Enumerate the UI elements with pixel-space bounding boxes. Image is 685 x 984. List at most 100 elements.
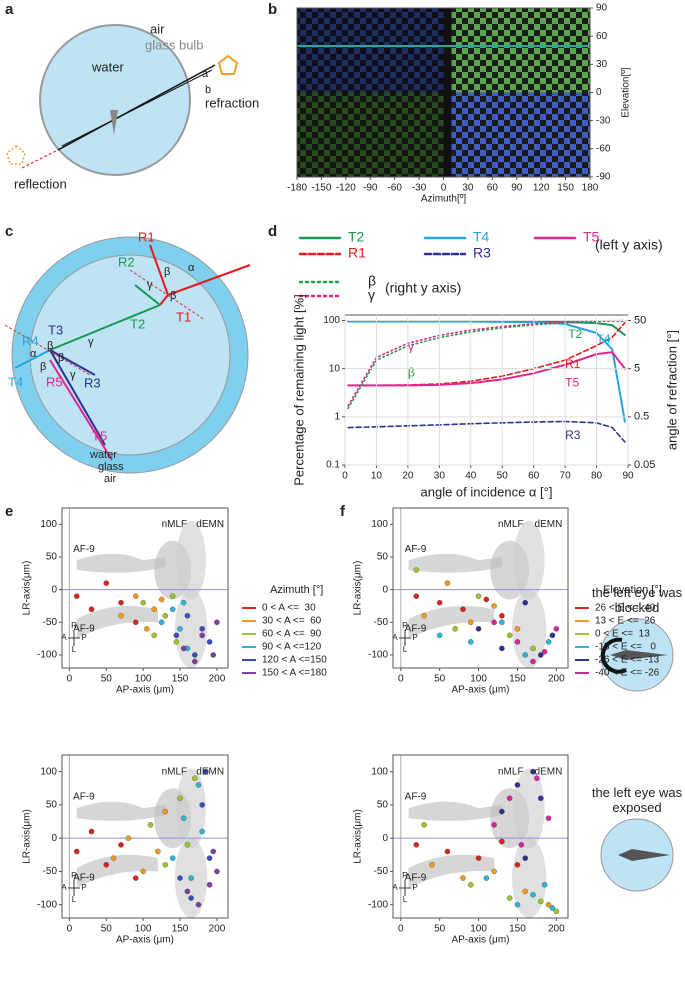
point	[206, 881, 213, 888]
water	[29, 254, 231, 456]
point	[184, 613, 191, 619]
x-tick-label: 200	[209, 674, 226, 685]
label: β	[40, 361, 46, 373]
x-tick-label: 20	[402, 471, 414, 482]
label: b	[205, 84, 211, 96]
annotation: R1	[565, 357, 581, 371]
point	[549, 905, 556, 911]
point	[506, 895, 513, 901]
x-tick-label: 150	[509, 674, 526, 685]
ray	[49, 304, 161, 351]
y-tick-label: 90	[596, 3, 608, 14]
x-tick-label: 100	[470, 674, 487, 685]
x-tick-label: 60	[528, 471, 540, 482]
point	[74, 848, 80, 855]
ray	[159, 294, 169, 306]
annotation: dEMN	[196, 766, 224, 777]
point	[518, 842, 525, 848]
x-tick-label: 0	[441, 183, 447, 194]
point	[491, 868, 497, 875]
x-tick-label: 50	[497, 471, 509, 482]
point	[522, 652, 528, 658]
region	[513, 521, 545, 600]
legend-title: Azimuth [°]	[270, 584, 323, 596]
x-axis-label: AP-axis (μm)	[116, 685, 174, 696]
point	[514, 626, 521, 632]
point	[173, 639, 180, 645]
plot-frame	[61, 507, 229, 669]
annotation: AF-9	[73, 873, 95, 884]
x-tick-label: -150	[311, 183, 331, 194]
region	[511, 589, 547, 669]
point	[155, 848, 161, 855]
annotation: T2	[568, 327, 582, 341]
y-tick-label: 0.1	[326, 460, 340, 471]
x-tick-label: 50	[434, 924, 446, 935]
label: γ	[88, 336, 94, 348]
point	[468, 881, 474, 888]
label: T3	[48, 322, 63, 337]
annotation: AF-9	[405, 873, 427, 884]
point	[199, 828, 205, 835]
y-tick-label: 50	[377, 800, 389, 811]
bulb	[39, 24, 191, 176]
point	[530, 658, 536, 665]
line	[347, 420, 626, 443]
annotation: R3	[565, 428, 581, 442]
annotation: AF-9	[73, 623, 95, 634]
x-tick-label: 120	[533, 183, 550, 194]
label: T1	[176, 309, 191, 324]
point	[214, 619, 220, 626]
x-tick-label: 150	[557, 183, 574, 194]
y-tick-label: 0	[382, 833, 388, 844]
point	[203, 768, 209, 775]
label: air	[150, 21, 165, 36]
y-tick-label: 50	[46, 800, 58, 811]
label: γ	[147, 279, 153, 291]
point	[541, 881, 548, 888]
point	[147, 822, 154, 828]
x-tick-label: 150	[172, 674, 189, 685]
point	[188, 875, 194, 881]
y-tick-label: -50	[374, 617, 389, 628]
point	[522, 888, 528, 895]
panel-label: a	[5, 1, 14, 18]
y-tick-label: -100	[368, 650, 388, 661]
y2-tick-label: 5	[634, 363, 640, 375]
region	[76, 553, 166, 573]
x-tick-label: 100	[470, 924, 487, 935]
point	[545, 815, 552, 821]
plot-frame	[344, 314, 629, 466]
y-tick-label: -50	[43, 866, 58, 877]
side-text: the left eye was exposed	[591, 785, 683, 815]
region	[408, 553, 502, 573]
plot-frame	[392, 754, 569, 919]
panel-label: e	[5, 503, 13, 520]
label: R3	[84, 375, 101, 390]
point	[206, 855, 213, 861]
region	[76, 605, 158, 639]
label: β	[58, 352, 64, 364]
label: refraction	[205, 95, 259, 110]
point	[199, 632, 205, 639]
diagram-c: R1 α β β γ R2 T2 T1 γ T3 R4 α β β β γ T4…	[4, 229, 251, 485]
y-axis-label: LR-axis(μm)	[22, 809, 33, 864]
point	[553, 626, 560, 632]
point	[530, 768, 536, 775]
annotation: dEMN	[196, 519, 224, 530]
compass-label: R	[402, 871, 408, 880]
legend-label: R3	[473, 245, 491, 261]
label: water	[91, 59, 124, 74]
eye-schematics	[600, 618, 674, 892]
point	[214, 868, 220, 875]
point	[177, 626, 183, 632]
region	[176, 521, 206, 600]
point	[210, 848, 216, 855]
y-tick-label: 100	[40, 766, 57, 777]
compass-label: P	[412, 883, 417, 892]
x-axis-label: AP-axis (μm)	[452, 685, 510, 696]
point	[444, 848, 451, 855]
legend-label: T2	[348, 229, 365, 245]
point	[475, 593, 482, 599]
point	[499, 808, 505, 815]
